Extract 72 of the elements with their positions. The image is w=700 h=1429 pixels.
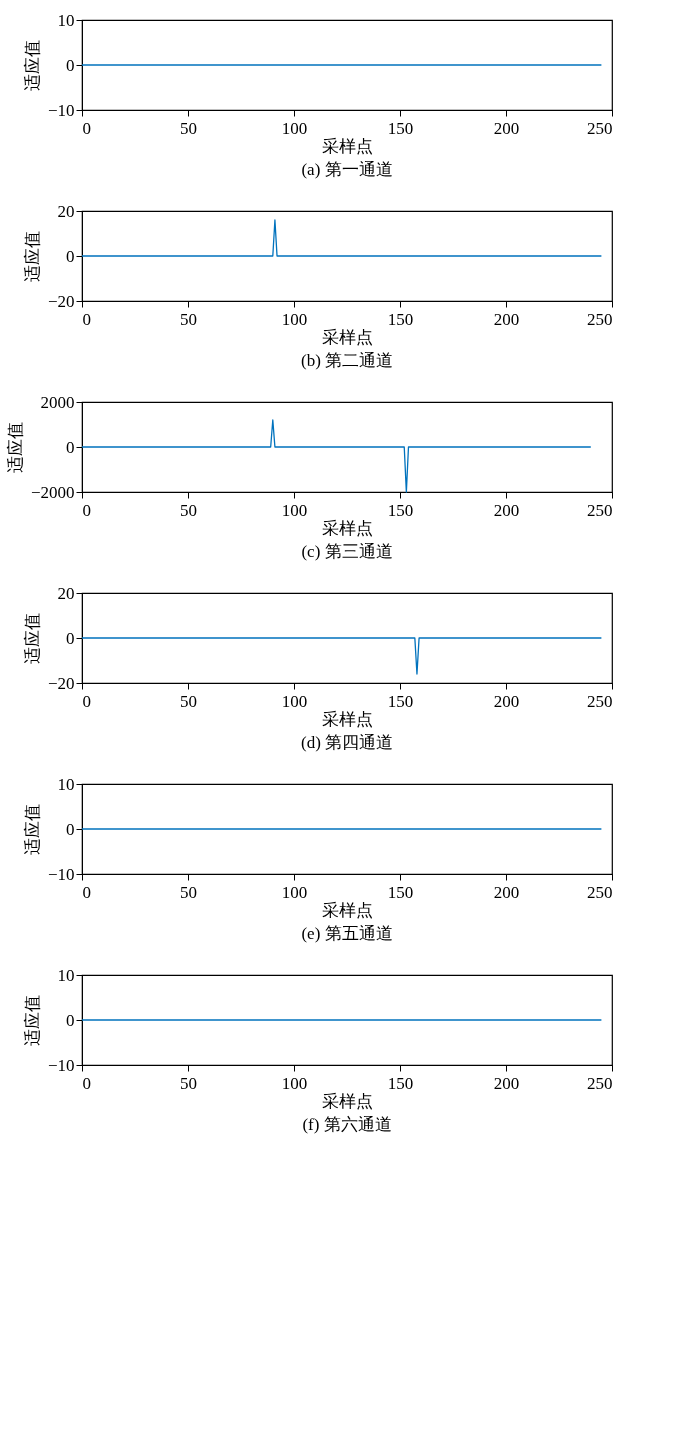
y-tick-label: 20 — [57, 201, 75, 221]
y-axis-title: 适应值 — [22, 995, 42, 1046]
text: (e) 第五通道 — [301, 924, 393, 943]
x-tick-label: 0 — [82, 1073, 91, 1093]
text: (c) 第三通道 — [301, 542, 393, 561]
x-tick-label: 50 — [180, 118, 197, 138]
x-axis-title: 采样点 — [322, 900, 373, 920]
y-tick-label: 20 — [57, 583, 75, 603]
x-axis-title: 采样点 — [322, 136, 373, 156]
y-tick-label: 0 — [66, 55, 75, 75]
x-tick-label: 200 — [493, 309, 520, 329]
text: (a) 第一通道 — [301, 160, 393, 179]
x-tick-label: 200 — [493, 500, 520, 520]
x-tick-label: 0 — [82, 500, 91, 520]
y-tick-label: 10 — [57, 10, 75, 30]
x-axis-title: 采样点 — [322, 518, 373, 538]
x-tick-label: 0 — [82, 691, 91, 711]
y-tick-label: 10 — [57, 774, 75, 794]
y-tick-label: −10 — [47, 864, 75, 884]
y-tick-label: 0 — [66, 437, 75, 457]
y-axis-title: 适应值 — [5, 422, 25, 473]
x-tick-label: 50 — [180, 882, 197, 902]
x-tick-label: 0 — [82, 882, 91, 902]
y-tick-label: 10 — [57, 965, 75, 985]
x-tick-label: 100 — [281, 500, 308, 520]
y-tick-label: 2000 — [40, 392, 75, 412]
y-axis-title: 适应值 — [22, 613, 42, 664]
x-tick-label: 150 — [387, 882, 414, 902]
x-tick-label: 100 — [281, 691, 308, 711]
x-tick-label: 50 — [180, 309, 197, 329]
x-tick-label: 100 — [281, 1073, 308, 1093]
y-tick-label: 0 — [66, 628, 75, 648]
text: (d) 第四通道 — [300, 733, 394, 752]
x-tick-label: 250 — [587, 500, 613, 520]
x-tick-label: 250 — [587, 691, 613, 711]
x-tick-label: 150 — [387, 309, 414, 329]
y-axis-title: 适应值 — [22, 231, 42, 282]
x-tick-label: 100 — [281, 309, 308, 329]
x-tick-label: 50 — [180, 500, 197, 520]
x-tick-label: 0 — [82, 118, 91, 138]
x-tick-label: 200 — [493, 118, 520, 138]
x-tick-label: 0 — [82, 309, 91, 329]
x-tick-label: 100 — [281, 882, 308, 902]
x-tick-label: 250 — [587, 882, 613, 902]
y-tick-label: −10 — [47, 1055, 75, 1075]
x-tick-label: 150 — [387, 1073, 414, 1093]
x-axis-title: 采样点 — [322, 327, 373, 347]
y-tick-label: 0 — [66, 1010, 75, 1030]
x-tick-label: 100 — [281, 118, 308, 138]
y-tick-label: 0 — [66, 819, 75, 839]
y-tick-label: −2000 — [30, 482, 75, 502]
y-tick-label: −20 — [47, 673, 75, 693]
x-axis-title: 采样点 — [322, 1091, 373, 1111]
y-tick-label: −20 — [47, 291, 75, 311]
y-axis-title: 适应值 — [22, 40, 42, 91]
x-tick-label: 150 — [387, 691, 414, 711]
y-tick-label: 0 — [66, 246, 75, 266]
x-tick-label: 50 — [180, 1073, 197, 1093]
x-tick-label: 200 — [493, 1073, 520, 1093]
x-tick-label: 150 — [387, 118, 414, 138]
y-axis-title: 适应值 — [22, 804, 42, 855]
x-tick-label: 200 — [493, 882, 520, 902]
x-tick-label: 50 — [180, 691, 197, 711]
y-tick-label: −10 — [47, 100, 75, 120]
x-tick-label: 250 — [587, 1073, 613, 1093]
x-tick-label: 150 — [387, 500, 414, 520]
x-tick-label: 250 — [587, 118, 613, 138]
x-tick-label: 200 — [493, 691, 520, 711]
text: (b) 第二通道 — [300, 351, 394, 370]
text: (f) 第六通道 — [302, 1115, 392, 1134]
x-axis-title: 采样点 — [322, 709, 373, 729]
x-tick-label: 250 — [587, 309, 613, 329]
